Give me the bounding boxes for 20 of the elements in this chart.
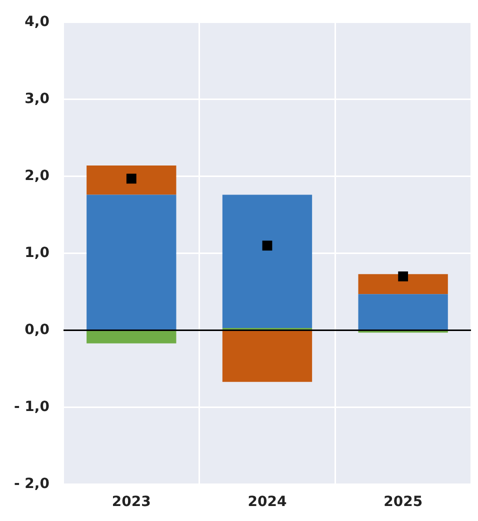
y-tick-label: 1,0 (24, 244, 50, 261)
point (262, 240, 272, 251)
x-tick-label: 2023 (112, 494, 151, 510)
x-tick-label: 2025 (384, 494, 423, 510)
y-tick-label: - 2,0 (14, 476, 50, 492)
y-tick-label: 3,0 (24, 91, 50, 108)
bar (86, 166, 176, 195)
bar (86, 194, 176, 330)
bar (358, 274, 448, 294)
point (126, 174, 136, 184)
bar (358, 294, 448, 330)
x-tick-label: 2024 (248, 494, 287, 510)
bar (222, 331, 312, 382)
y-tick-label: - 1,0 (14, 398, 50, 415)
y-tick-label: 2,0 (24, 168, 50, 184)
bar (222, 194, 312, 328)
bar (86, 331, 176, 344)
point (398, 271, 408, 282)
y-tick-label: 0,0 (24, 322, 50, 338)
y-tick-label: 4,0 (24, 14, 50, 30)
